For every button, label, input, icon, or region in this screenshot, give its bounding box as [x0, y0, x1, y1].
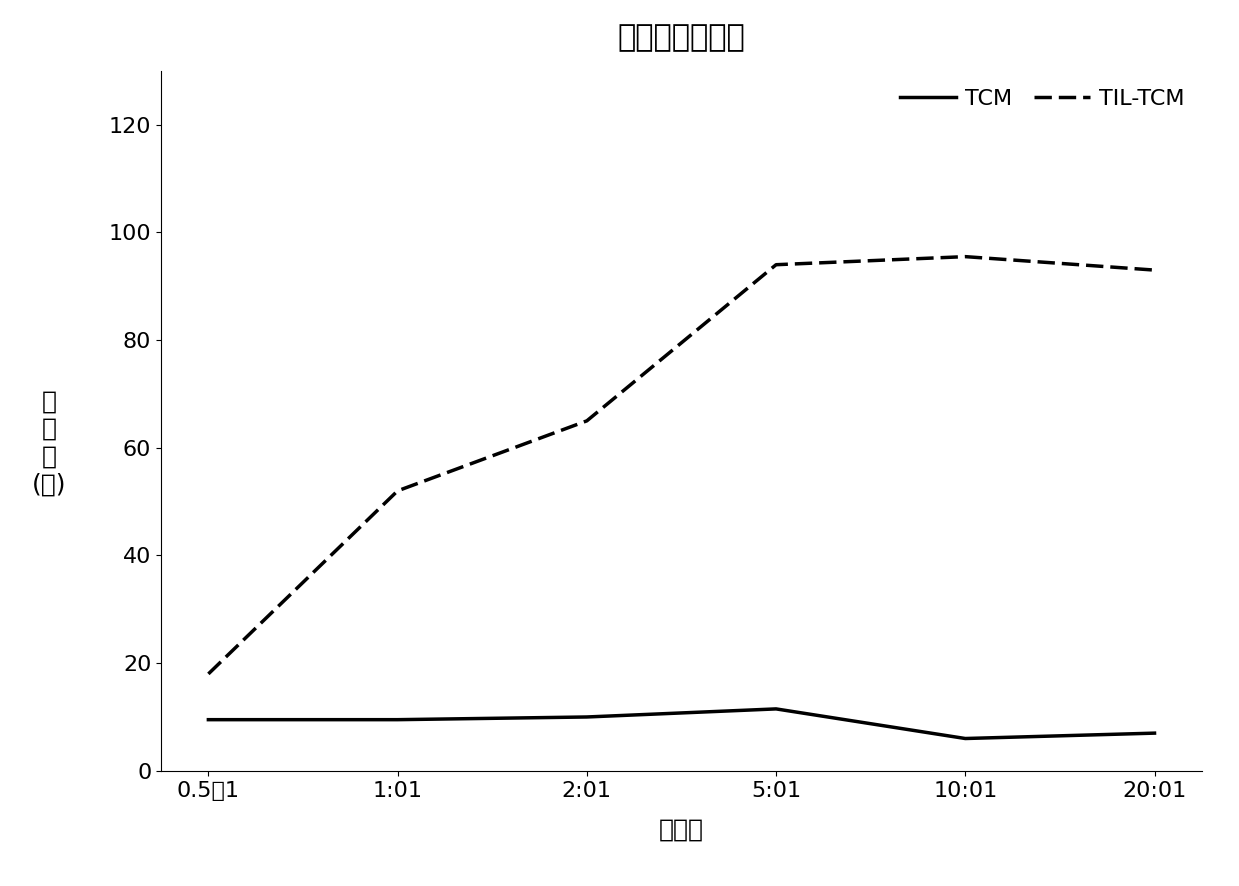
- Legend: TCM, TIL-TCM: TCM, TIL-TCM: [893, 82, 1191, 115]
- TCM: [768, 703, 783, 714]
- Text: 杀
伤
率
(％): 杀 伤 率 (％): [32, 389, 67, 497]
- TIL-TCM: [768, 260, 783, 270]
- Line: TCM: TCM: [208, 709, 1155, 739]
- TIL-TCM: [958, 252, 973, 262]
- X-axis label: 效靶比: 效靶比: [659, 817, 704, 841]
- TCM: [958, 734, 973, 744]
- TCM: [1147, 727, 1162, 738]
- TCM: [580, 711, 595, 722]
- TCM: [201, 714, 216, 725]
- Line: TIL-TCM: TIL-TCM: [208, 257, 1155, 674]
- Title: 乳腺癌体外杀伤: 乳腺癌体外杀伤: [617, 23, 746, 52]
- TIL-TCM: [201, 669, 216, 680]
- TCM: [390, 714, 405, 725]
- TIL-TCM: [580, 416, 595, 426]
- TIL-TCM: [390, 486, 405, 496]
- TIL-TCM: [1147, 265, 1162, 276]
